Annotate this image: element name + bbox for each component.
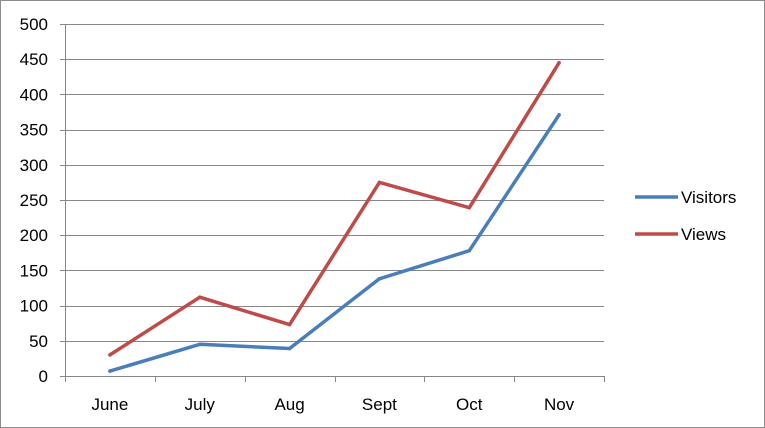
plot-series [108,60,561,373]
y-tick-label: 250 [20,191,48,210]
data-point-views [557,60,561,65]
legend-label-views: Views [681,225,726,244]
y-tick-label: 300 [20,156,48,175]
data-point-visitors [557,113,561,117]
x-tick-label: June [91,395,128,414]
y-tick-label: 50 [29,332,48,351]
series-line-views [108,61,561,357]
data-point-views [108,353,112,357]
y-axis-tick-labels: 0 50 100 150 200 250 300 350 400 450 500 [20,15,48,386]
legend: Visitors Views [635,188,736,244]
x-axis-tick-labels: June July Aug Sept Oct Nov [91,395,574,414]
axes [60,24,605,382]
x-tick-label: Nov [544,395,575,414]
data-point-views [467,205,472,210]
data-point-visitors [377,277,382,281]
x-tick-label: Oct [456,395,483,414]
data-point-visitors [467,248,472,253]
gridlines [65,24,604,342]
x-tick-label: Aug [274,395,304,414]
data-point-visitors [197,342,202,347]
data-point-visitors [287,346,292,351]
y-tick-label: 200 [20,226,48,245]
y-tick-label: 350 [20,121,48,140]
y-tick-label: 150 [20,261,48,280]
y-tick-label: 0 [39,367,48,386]
data-point-views [287,322,292,327]
data-point-visitors [108,369,112,373]
series-line-visitors [109,113,561,373]
y-tick-label: 500 [20,15,48,34]
y-tick-label: 400 [20,85,48,104]
x-tick-label: Sept [362,395,397,414]
data-point-views [197,295,202,299]
data-point-views [377,180,382,185]
y-tick-label: 100 [20,297,48,316]
legend-label-visitors: Visitors [681,188,736,207]
y-tick-label: 450 [20,50,48,69]
x-tick-label: July [185,395,216,414]
